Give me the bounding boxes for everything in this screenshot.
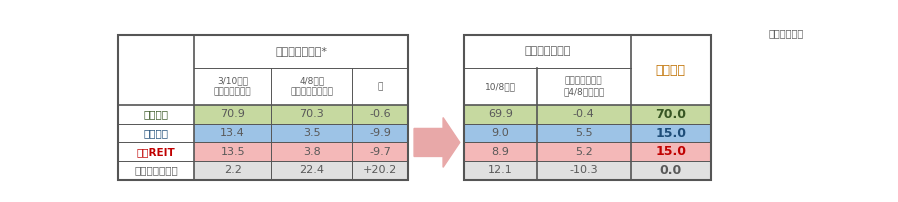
- Text: -0.6: -0.6: [369, 109, 391, 119]
- Text: 9.0: 9.0: [491, 128, 509, 138]
- Text: 3.8: 3.8: [303, 147, 321, 157]
- Text: -0.4: -0.4: [573, 109, 594, 119]
- Bar: [352, 68, 408, 105]
- Text: 0.0: 0.0: [660, 164, 682, 177]
- Bar: [463, 161, 537, 180]
- Text: -9.9: -9.9: [369, 128, 392, 138]
- Bar: [271, 142, 352, 161]
- Text: 69.9: 69.9: [488, 109, 513, 119]
- Bar: [408, 161, 463, 180]
- Text: 5.2: 5.2: [575, 147, 593, 157]
- Text: 12.1: 12.1: [488, 165, 513, 176]
- Text: 前回引き下げ時
（4/8）との差: 前回引き下げ時 （4/8）との差: [563, 77, 604, 96]
- Bar: [118, 35, 408, 180]
- Bar: [194, 105, 271, 124]
- Text: 13.5: 13.5: [220, 147, 245, 157]
- Text: 日本債券: 日本債券: [144, 109, 169, 119]
- Text: （単位：％）: （単位：％）: [768, 28, 804, 38]
- Bar: [463, 124, 537, 142]
- Bar: [463, 68, 537, 105]
- Bar: [118, 161, 194, 180]
- Text: 前回引き下げ時*: 前回引き下げ時*: [275, 46, 327, 57]
- Bar: [118, 124, 194, 142]
- Text: 3/10時点
（引き下げ前）: 3/10時点 （引き下げ前）: [214, 77, 251, 96]
- Bar: [352, 142, 408, 161]
- Bar: [194, 161, 271, 180]
- Bar: [463, 142, 537, 161]
- Bar: [271, 105, 352, 124]
- Bar: [352, 124, 408, 142]
- Bar: [194, 35, 408, 68]
- Text: 日本REIT: 日本REIT: [136, 147, 175, 157]
- Bar: [630, 105, 711, 124]
- Bar: [118, 105, 194, 124]
- Text: -9.7: -9.7: [369, 147, 392, 157]
- Text: 今回引き上げ時: 今回引き上げ時: [524, 46, 570, 57]
- Text: 基本配分: 基本配分: [656, 64, 686, 77]
- Bar: [194, 142, 271, 161]
- Text: +20.2: +20.2: [363, 165, 397, 176]
- Bar: [271, 68, 352, 105]
- Bar: [537, 105, 630, 124]
- Bar: [630, 124, 711, 142]
- Text: 13.4: 13.4: [220, 128, 245, 138]
- Bar: [352, 105, 408, 124]
- Bar: [194, 68, 271, 105]
- Bar: [408, 105, 463, 124]
- Text: 日本株式: 日本株式: [144, 128, 169, 138]
- Text: 10/8時点: 10/8時点: [485, 82, 515, 91]
- Bar: [271, 161, 352, 180]
- Bar: [408, 142, 463, 161]
- Bar: [630, 161, 711, 180]
- Bar: [408, 124, 463, 142]
- Bar: [118, 35, 194, 105]
- Bar: [463, 105, 537, 124]
- Text: 短期金融資産等: 短期金融資産等: [134, 165, 178, 176]
- Text: 15.0: 15.0: [656, 145, 686, 158]
- Bar: [537, 124, 630, 142]
- Text: 3.5: 3.5: [303, 128, 321, 138]
- Text: 8.9: 8.9: [491, 147, 509, 157]
- Text: 5.5: 5.5: [575, 128, 593, 138]
- Text: 差: 差: [377, 82, 383, 91]
- Text: 70.3: 70.3: [299, 109, 324, 119]
- Bar: [630, 35, 711, 180]
- Bar: [537, 161, 630, 180]
- Bar: [537, 68, 630, 105]
- Text: 22.4: 22.4: [299, 165, 324, 176]
- Bar: [630, 142, 711, 161]
- Bar: [463, 35, 711, 180]
- Bar: [463, 35, 630, 68]
- Bar: [118, 142, 194, 161]
- Polygon shape: [414, 118, 460, 167]
- Bar: [352, 161, 408, 180]
- Text: -10.3: -10.3: [569, 165, 598, 176]
- Bar: [537, 142, 630, 161]
- Bar: [271, 124, 352, 142]
- Text: 2.2: 2.2: [224, 165, 242, 176]
- Text: 15.0: 15.0: [656, 127, 686, 140]
- Text: 70.9: 70.9: [220, 109, 245, 119]
- Text: 4/8時点
（引き下げ完了）: 4/8時点 （引き下げ完了）: [290, 77, 333, 96]
- Text: 70.0: 70.0: [656, 108, 686, 121]
- Bar: [194, 124, 271, 142]
